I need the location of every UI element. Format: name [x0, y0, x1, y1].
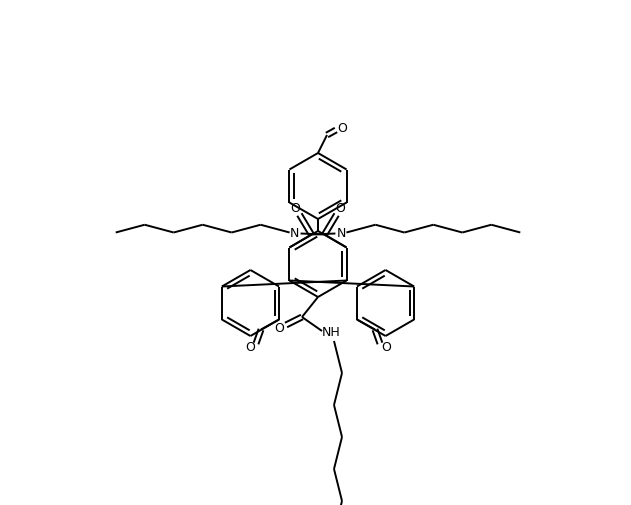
Text: N: N	[290, 227, 299, 239]
Text: O: O	[381, 340, 391, 353]
Text: N: N	[337, 227, 346, 239]
Text: O: O	[274, 322, 284, 335]
Text: NH: NH	[322, 325, 340, 338]
Text: O: O	[245, 340, 255, 353]
Text: O: O	[337, 121, 347, 134]
Text: O: O	[336, 201, 346, 215]
Text: O: O	[290, 201, 300, 215]
